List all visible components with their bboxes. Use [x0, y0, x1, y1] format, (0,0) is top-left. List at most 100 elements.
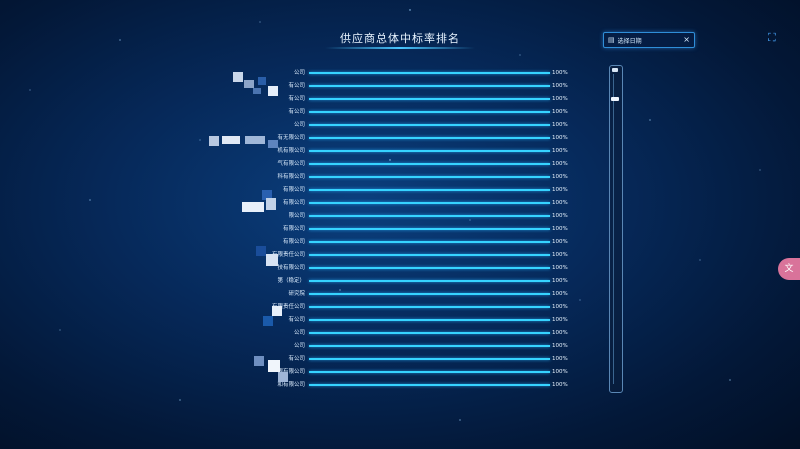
category-label: 有公司 [288, 109, 305, 115]
bar [309, 72, 550, 74]
bar [309, 267, 550, 269]
bar [309, 319, 550, 321]
value-label: 100% [552, 278, 568, 284]
value-label: 100% [552, 148, 568, 154]
category-label: 技有限公司 [277, 265, 305, 271]
category-label: 有限公司 [282, 239, 305, 245]
category-label: 有限公司 [282, 187, 305, 193]
bar-track [309, 293, 550, 295]
bar-track [309, 345, 550, 347]
bar-track [309, 267, 550, 269]
scrollbar-thumb[interactable] [611, 97, 619, 101]
value-label: 100% [552, 330, 568, 336]
value-label: 100% [552, 343, 568, 349]
bar [309, 85, 550, 87]
bar-track [309, 332, 550, 334]
bar-track [309, 254, 550, 256]
value-label: 100% [552, 239, 568, 245]
bar-track [309, 72, 550, 74]
date-picker[interactable]: ▤ 选择日期 × [603, 32, 695, 48]
bar [309, 228, 550, 230]
bar-track [309, 202, 550, 204]
value-label: 100% [552, 187, 568, 193]
value-label: 100% [552, 213, 568, 219]
bar-track [309, 358, 550, 360]
bar-track [309, 189, 550, 191]
bar-track [309, 280, 550, 282]
bar-track [309, 228, 550, 230]
category-label: 和有限公司 [277, 382, 305, 388]
value-label: 100% [552, 109, 568, 115]
category-label: 有公司 [288, 83, 305, 89]
value-label: 100% [552, 161, 568, 167]
bar-track [309, 241, 550, 243]
chart-scrollbar[interactable] [609, 65, 623, 393]
bar [309, 215, 550, 217]
bar-track [309, 150, 550, 152]
value-label: 100% [552, 265, 568, 271]
category-label: 研究院 [288, 291, 305, 297]
bar [309, 202, 550, 204]
category-label: 机有限公司 [277, 148, 305, 154]
value-label: 100% [552, 96, 568, 102]
bar [309, 150, 550, 152]
bar [309, 371, 550, 373]
bar [309, 293, 550, 295]
bar-track [309, 98, 550, 100]
bar-track [309, 111, 550, 113]
category-label: 有公司 [288, 317, 305, 323]
bar [309, 189, 550, 191]
value-label: 100% [552, 304, 568, 310]
category-label: 公司 [293, 343, 305, 349]
scrollbar-top-handle[interactable] [612, 68, 618, 72]
bar-track [309, 124, 550, 126]
bar-track [309, 384, 550, 386]
value-label: 100% [552, 174, 568, 180]
bar [309, 124, 550, 126]
category-label: 有限责任公司 [271, 252, 305, 258]
value-label: 100% [552, 83, 568, 89]
category-label: 有公司 [288, 96, 305, 102]
chart-title: 供应商总体中标率排名 [340, 32, 460, 45]
calendar-icon: ▤ [608, 36, 615, 44]
bar [309, 280, 550, 282]
translate-icon[interactable]: 文 [778, 258, 800, 280]
bar [309, 254, 550, 256]
bar [309, 176, 550, 178]
bar-track [309, 319, 550, 321]
bar-track [309, 306, 550, 308]
value-label: 100% [552, 70, 568, 76]
category-label: 公司 [293, 70, 305, 76]
scrollbar-track [613, 74, 618, 384]
bar [309, 306, 550, 308]
value-label: 100% [552, 226, 568, 232]
bar-track [309, 163, 550, 165]
bar [309, 332, 550, 334]
bar-track [309, 137, 550, 139]
bar [309, 98, 550, 100]
category-label: 限公司 [288, 213, 305, 219]
date-picker-placeholder: 选择日期 [617, 37, 642, 45]
value-label: 100% [552, 291, 568, 297]
category-label: 第（稳定） [277, 278, 305, 284]
category-label: 公司 [293, 330, 305, 336]
bar [309, 358, 550, 360]
value-label: 100% [552, 356, 568, 362]
bar-track [309, 85, 550, 87]
value-label: 100% [552, 382, 568, 388]
category-label: 限有限公司 [277, 369, 305, 375]
value-label: 100% [552, 252, 568, 258]
category-label: 有无限公司 [277, 135, 305, 141]
bar [309, 163, 550, 165]
bar [309, 111, 550, 113]
value-label: 100% [552, 122, 568, 128]
value-label: 100% [552, 369, 568, 375]
category-label: 气有限公司 [277, 161, 305, 167]
bar-track [309, 371, 550, 373]
fullscreen-icon[interactable]: ⛶ [768, 31, 776, 44]
category-label: 公司 [293, 122, 305, 128]
bar [309, 384, 550, 386]
bar-track [309, 215, 550, 217]
close-icon[interactable]: × [683, 35, 690, 44]
